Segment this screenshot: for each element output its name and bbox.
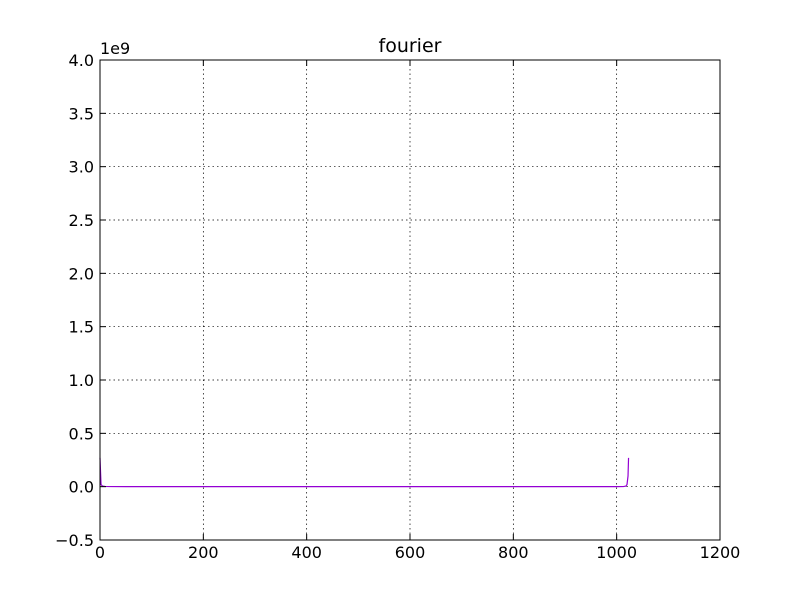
y-tick-label: −0.5 xyxy=(55,531,94,550)
series-lines xyxy=(99,457,630,488)
y-tick-label: 4.0 xyxy=(69,51,94,70)
y-tick-label: 0.0 xyxy=(69,478,94,497)
x-tick-label: 400 xyxy=(291,543,322,562)
y-tick-label: 2.0 xyxy=(69,264,94,283)
y-tick-label: 0.5 xyxy=(69,424,94,443)
x-tick-label: 800 xyxy=(498,543,529,562)
y-tick-label: 2.5 xyxy=(69,211,94,230)
x-tick-label: 1200 xyxy=(700,543,741,562)
y-tick-label: 3.5 xyxy=(69,104,94,123)
series-line xyxy=(99,457,630,488)
x-tick-label: 0 xyxy=(95,543,105,562)
y-tick-label: 3.0 xyxy=(69,158,94,177)
y-tick-label: 1.0 xyxy=(69,371,94,390)
chart-title: fourier xyxy=(379,35,442,57)
y-offset-label: 1e9 xyxy=(100,39,130,58)
axis-tick-labels: 0 200 400 600 800 1000 1200 −0.5 0.0 0.5 1.0 1.5 2.0… xyxy=(55,51,740,562)
y-tick-label: 1.5 xyxy=(69,318,94,337)
x-tick-label: 600 xyxy=(395,543,426,562)
x-tick-label: 1000 xyxy=(596,543,637,562)
x-tick-label: 200 xyxy=(188,543,219,562)
grid-lines xyxy=(100,60,720,540)
axis-ticks xyxy=(99,59,721,541)
